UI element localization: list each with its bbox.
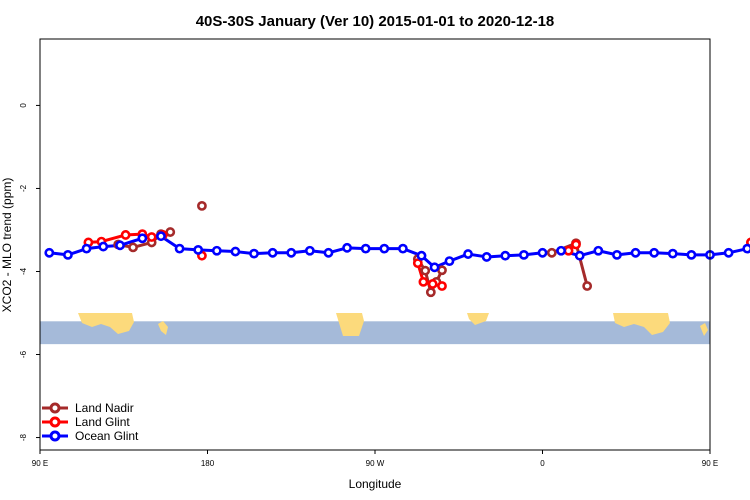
- legend-label-land-glint: Land Glint: [75, 415, 130, 429]
- data-point-land-glint-2-0: [412, 258, 423, 269]
- land-new-zealand-left: [158, 321, 168, 335]
- data-point-land-glint-3-0: [563, 245, 574, 256]
- legend-label-ocean-glint: Ocean Glint: [75, 429, 139, 443]
- data-points: [44, 200, 750, 298]
- legend: Land Nadir Land Glint Ocean Glint: [42, 401, 139, 443]
- data-point-land-glint-0-2: [120, 230, 131, 240]
- x-tick-label-0: 90 E: [32, 459, 48, 468]
- data-point-land-nadir-2-1: [420, 265, 431, 276]
- data-point-ocean-glint-0-4: [115, 240, 125, 251]
- land-australia-right: [613, 313, 670, 335]
- data-point-land-nadir-3-0: [546, 247, 557, 258]
- data-point-ocean-glint-0-20: [416, 250, 427, 261]
- chart-title: 40S-30S January (Ver 10) 2015-01-01 to 2…: [196, 13, 555, 30]
- x-tick-label-2: 90 W: [366, 459, 385, 468]
- data-point-ocean-glint-0-6: [156, 231, 166, 242]
- data-point-ocean-glint-0-16: [342, 242, 352, 253]
- y-axis: 0 -2 -4 -6 -8: [19, 103, 40, 441]
- data-point-ocean-glint-0-17: [360, 243, 371, 254]
- y-axis-label: XCO2 - MLO trend (ppm): [0, 178, 14, 313]
- legend-marker-land-nadir: [49, 402, 61, 414]
- data-point-ocean-glint-0-18: [379, 243, 390, 254]
- data-point-land-glint-2-2: [427, 279, 438, 289]
- data-point-ocean-glint-0-3: [98, 241, 109, 252]
- data-point-land-glint-2-3: [437, 281, 447, 291]
- y-tick-label-0: 0: [19, 103, 28, 108]
- legend-item-land-nadir: Land Nadir: [42, 401, 134, 415]
- data-point-ocean-glint-0-38: [742, 243, 750, 254]
- legend-label-land-nadir: Land Nadir: [75, 401, 134, 415]
- data-point-land-nadir-2-2: [425, 287, 436, 298]
- data-point-ocean-glint-0-9: [211, 245, 222, 256]
- data-point-ocean-glint-0-33: [649, 247, 660, 258]
- data-point-ocean-glint-0-5: [137, 233, 148, 244]
- data-point-ocean-glint-0-10: [230, 246, 241, 257]
- data-point-ocean-glint-0-8: [193, 244, 204, 255]
- data-point-land-glint-2-1: [418, 276, 429, 287]
- data-point-ocean-glint-0-14: [304, 245, 315, 256]
- data-point-ocean-glint-0-7: [174, 243, 185, 254]
- land-australia-left: [78, 313, 134, 334]
- data-point-ocean-glint-0-1: [63, 249, 73, 260]
- x-tick-label-1: 180: [201, 459, 215, 468]
- legend-marker-ocean-glint: [49, 430, 61, 442]
- map-ocean: [40, 321, 710, 345]
- legend-item-ocean-glint: Ocean Glint: [42, 429, 139, 443]
- data-point-ocean-glint-0-21: [429, 262, 440, 273]
- data-point-ocean-glint-0-12: [267, 247, 278, 258]
- x-tick-label-3: 0: [540, 459, 545, 468]
- data-point-ocean-glint-0-27: [537, 247, 548, 258]
- data-point-ocean-glint-0-30: [593, 245, 604, 256]
- land-south-america: [336, 313, 364, 336]
- data-point-land-nadir-0-1: [128, 242, 138, 253]
- data-point-ocean-glint-0-2: [81, 243, 92, 254]
- data-point-land-nadir-3-2: [582, 281, 593, 291]
- data-point-ocean-glint-0-29: [574, 250, 585, 261]
- y-tick-label-4: -8: [19, 433, 28, 441]
- data-point-ocean-glint-0-13: [286, 247, 297, 258]
- land-africa: [467, 313, 489, 325]
- data-point-ocean-glint-0-24: [481, 252, 492, 262]
- x-tick-label-4: 90 E: [702, 459, 718, 468]
- map-band: [40, 313, 710, 345]
- y-tick-label-1: -2: [19, 184, 28, 192]
- land-new-zealand-right: [700, 323, 708, 336]
- legend-item-land-glint: Land Glint: [42, 415, 130, 429]
- data-point-ocean-glint-0-31: [612, 249, 622, 260]
- data-point-ocean-glint-0-15: [323, 247, 334, 258]
- data-point-land-nadir-1-0: [197, 200, 207, 211]
- data-point-land-glint-0-4: [146, 232, 157, 242]
- data-point-ocean-glint-0-19: [398, 243, 408, 254]
- data-point-land-nadir-2-4: [437, 265, 447, 276]
- data-point-land-glint-3-1: [571, 239, 581, 250]
- data-point-ocean-glint-0-32: [630, 247, 641, 258]
- y-tick-label-2: -4: [19, 267, 28, 275]
- data-point-ocean-glint-0-34: [667, 248, 678, 259]
- legend-marker-land-glint: [49, 416, 61, 428]
- data-point-ocean-glint-0-25: [500, 250, 511, 261]
- data-point-ocean-glint-0-23: [463, 249, 473, 259]
- data-point-ocean-glint-0-11: [249, 248, 259, 259]
- data-point-ocean-glint-0-37: [723, 247, 734, 258]
- data-point-ocean-glint-0-28: [556, 245, 567, 256]
- data-point-land-nadir-0-4: [165, 227, 176, 237]
- y-tick-label-3: -6: [19, 350, 28, 358]
- data-point-ocean-glint-0-26: [518, 249, 529, 260]
- map-land: [78, 313, 708, 336]
- data-point-ocean-glint-0-35: [686, 249, 697, 260]
- data-point-ocean-glint-0-22: [444, 256, 455, 267]
- data-point-ocean-glint-0-0: [44, 247, 55, 258]
- x-axis-label: Longitude: [349, 477, 402, 491]
